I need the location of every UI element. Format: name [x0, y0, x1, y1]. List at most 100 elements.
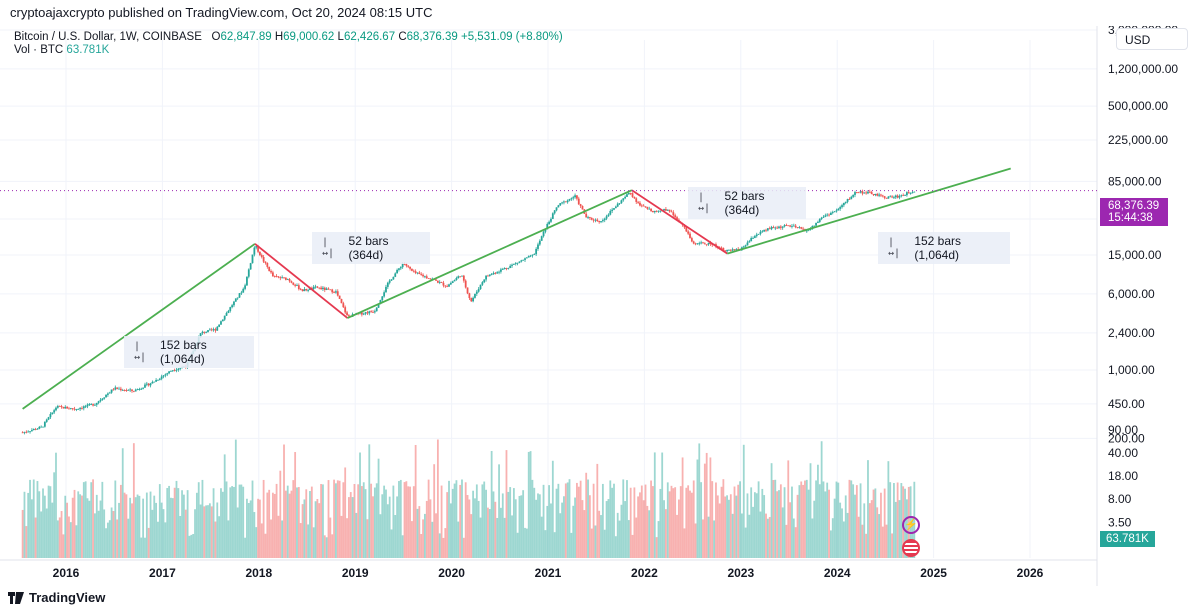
candle — [362, 313, 365, 315]
volume-bar — [23, 491, 26, 558]
candle — [207, 330, 209, 333]
volume-bar — [481, 484, 484, 558]
volume-bar — [396, 496, 398, 558]
volume-bar — [105, 528, 107, 558]
candle — [199, 333, 202, 338]
candle — [173, 370, 176, 372]
volume-bar — [689, 490, 691, 558]
candle — [81, 408, 83, 409]
candle — [90, 404, 93, 405]
candle — [283, 277, 285, 279]
candle — [264, 261, 267, 263]
candle — [609, 210, 612, 215]
candle — [753, 236, 756, 238]
price-tick-label: 1,000.00 — [1108, 363, 1155, 377]
candle — [891, 196, 893, 198]
volume-bar — [731, 513, 734, 558]
volume-bar — [470, 514, 473, 558]
candle — [850, 196, 853, 200]
candle — [21, 432, 24, 434]
volume-bar — [500, 507, 502, 558]
volume-bar — [785, 524, 788, 558]
volume-bar — [405, 481, 408, 558]
volume-bar — [490, 450, 493, 558]
flag-icon[interactable] — [902, 539, 920, 557]
publish-info: cryptoajaxcrypto published on TradingVie… — [10, 5, 433, 20]
time-tick-label: 2020 — [438, 566, 465, 580]
trendline — [727, 167, 1011, 255]
measure-box[interactable]: |↔| 52 bars (364d) — [688, 187, 806, 219]
candle — [815, 222, 817, 226]
volume-bar — [850, 480, 853, 558]
volume-bar — [446, 492, 449, 558]
volume-bar — [359, 452, 361, 558]
candle — [103, 397, 106, 399]
candle — [429, 278, 432, 280]
candle — [236, 297, 239, 299]
candle — [30, 430, 33, 432]
volume-bar — [585, 472, 588, 558]
volume-bar — [360, 486, 363, 558]
candle — [883, 196, 886, 198]
candle — [134, 389, 137, 392]
volume-bar — [841, 508, 843, 558]
candle — [27, 431, 30, 433]
volume-bar — [177, 488, 180, 558]
candle — [642, 205, 645, 207]
measure-box[interactable]: |↔| 152 bars (1,064d) — [878, 232, 1010, 264]
volume-bar — [344, 467, 347, 558]
volume-bar — [572, 505, 575, 558]
candle — [689, 233, 691, 239]
candle — [744, 245, 747, 247]
candle — [705, 244, 708, 246]
volume-bar — [842, 521, 845, 558]
candle — [221, 319, 224, 322]
volume-bar — [409, 486, 411, 558]
price-chart[interactable]: 7,000,000.003,000,000.001,200,000.00500,… — [0, 26, 1200, 586]
volume-bar — [144, 537, 146, 558]
volume-bar — [805, 479, 808, 558]
candle — [600, 221, 602, 223]
candle — [160, 376, 163, 379]
candle — [281, 277, 284, 279]
candle — [392, 276, 395, 280]
measure-label: 52 bars (364d) — [348, 234, 389, 262]
volume-bar — [216, 502, 219, 558]
volume-bar — [347, 497, 350, 558]
candle — [505, 267, 508, 269]
measure-box[interactable]: |↔| 152 bars (1,064d) — [124, 336, 254, 368]
volume-bar — [639, 492, 641, 558]
time-tick-label: 2024 — [824, 566, 851, 580]
candle — [127, 389, 130, 391]
volume-bar — [166, 488, 169, 558]
time-tick-label: 2026 — [1017, 566, 1044, 580]
candle — [112, 389, 115, 391]
volume-bar — [43, 495, 46, 558]
volume-bar — [53, 472, 56, 558]
candle — [696, 243, 699, 245]
trendline — [22, 243, 256, 410]
lightning-icon[interactable]: ⚡ — [902, 516, 920, 534]
candle — [212, 329, 215, 331]
candle — [742, 246, 745, 248]
volume-bar — [401, 535, 404, 558]
candle — [316, 286, 319, 288]
candle — [707, 242, 710, 245]
currency-button[interactable]: USD — [1116, 28, 1188, 50]
candle — [36, 428, 39, 430]
volume-bar — [257, 498, 259, 558]
candle — [208, 329, 211, 331]
candle — [672, 212, 675, 216]
volume-bar — [75, 525, 78, 558]
volume-bar — [525, 528, 528, 558]
candle — [546, 223, 549, 230]
candle — [592, 219, 595, 221]
volume-bar — [142, 498, 145, 558]
measure-box[interactable]: |↔| 52 bars (364d) — [312, 232, 430, 264]
candle — [145, 383, 148, 385]
candle — [728, 249, 730, 251]
candle — [520, 260, 523, 262]
candle — [29, 431, 31, 433]
candle — [596, 219, 599, 222]
price-tick-label: 6,000.00 — [1108, 287, 1155, 301]
